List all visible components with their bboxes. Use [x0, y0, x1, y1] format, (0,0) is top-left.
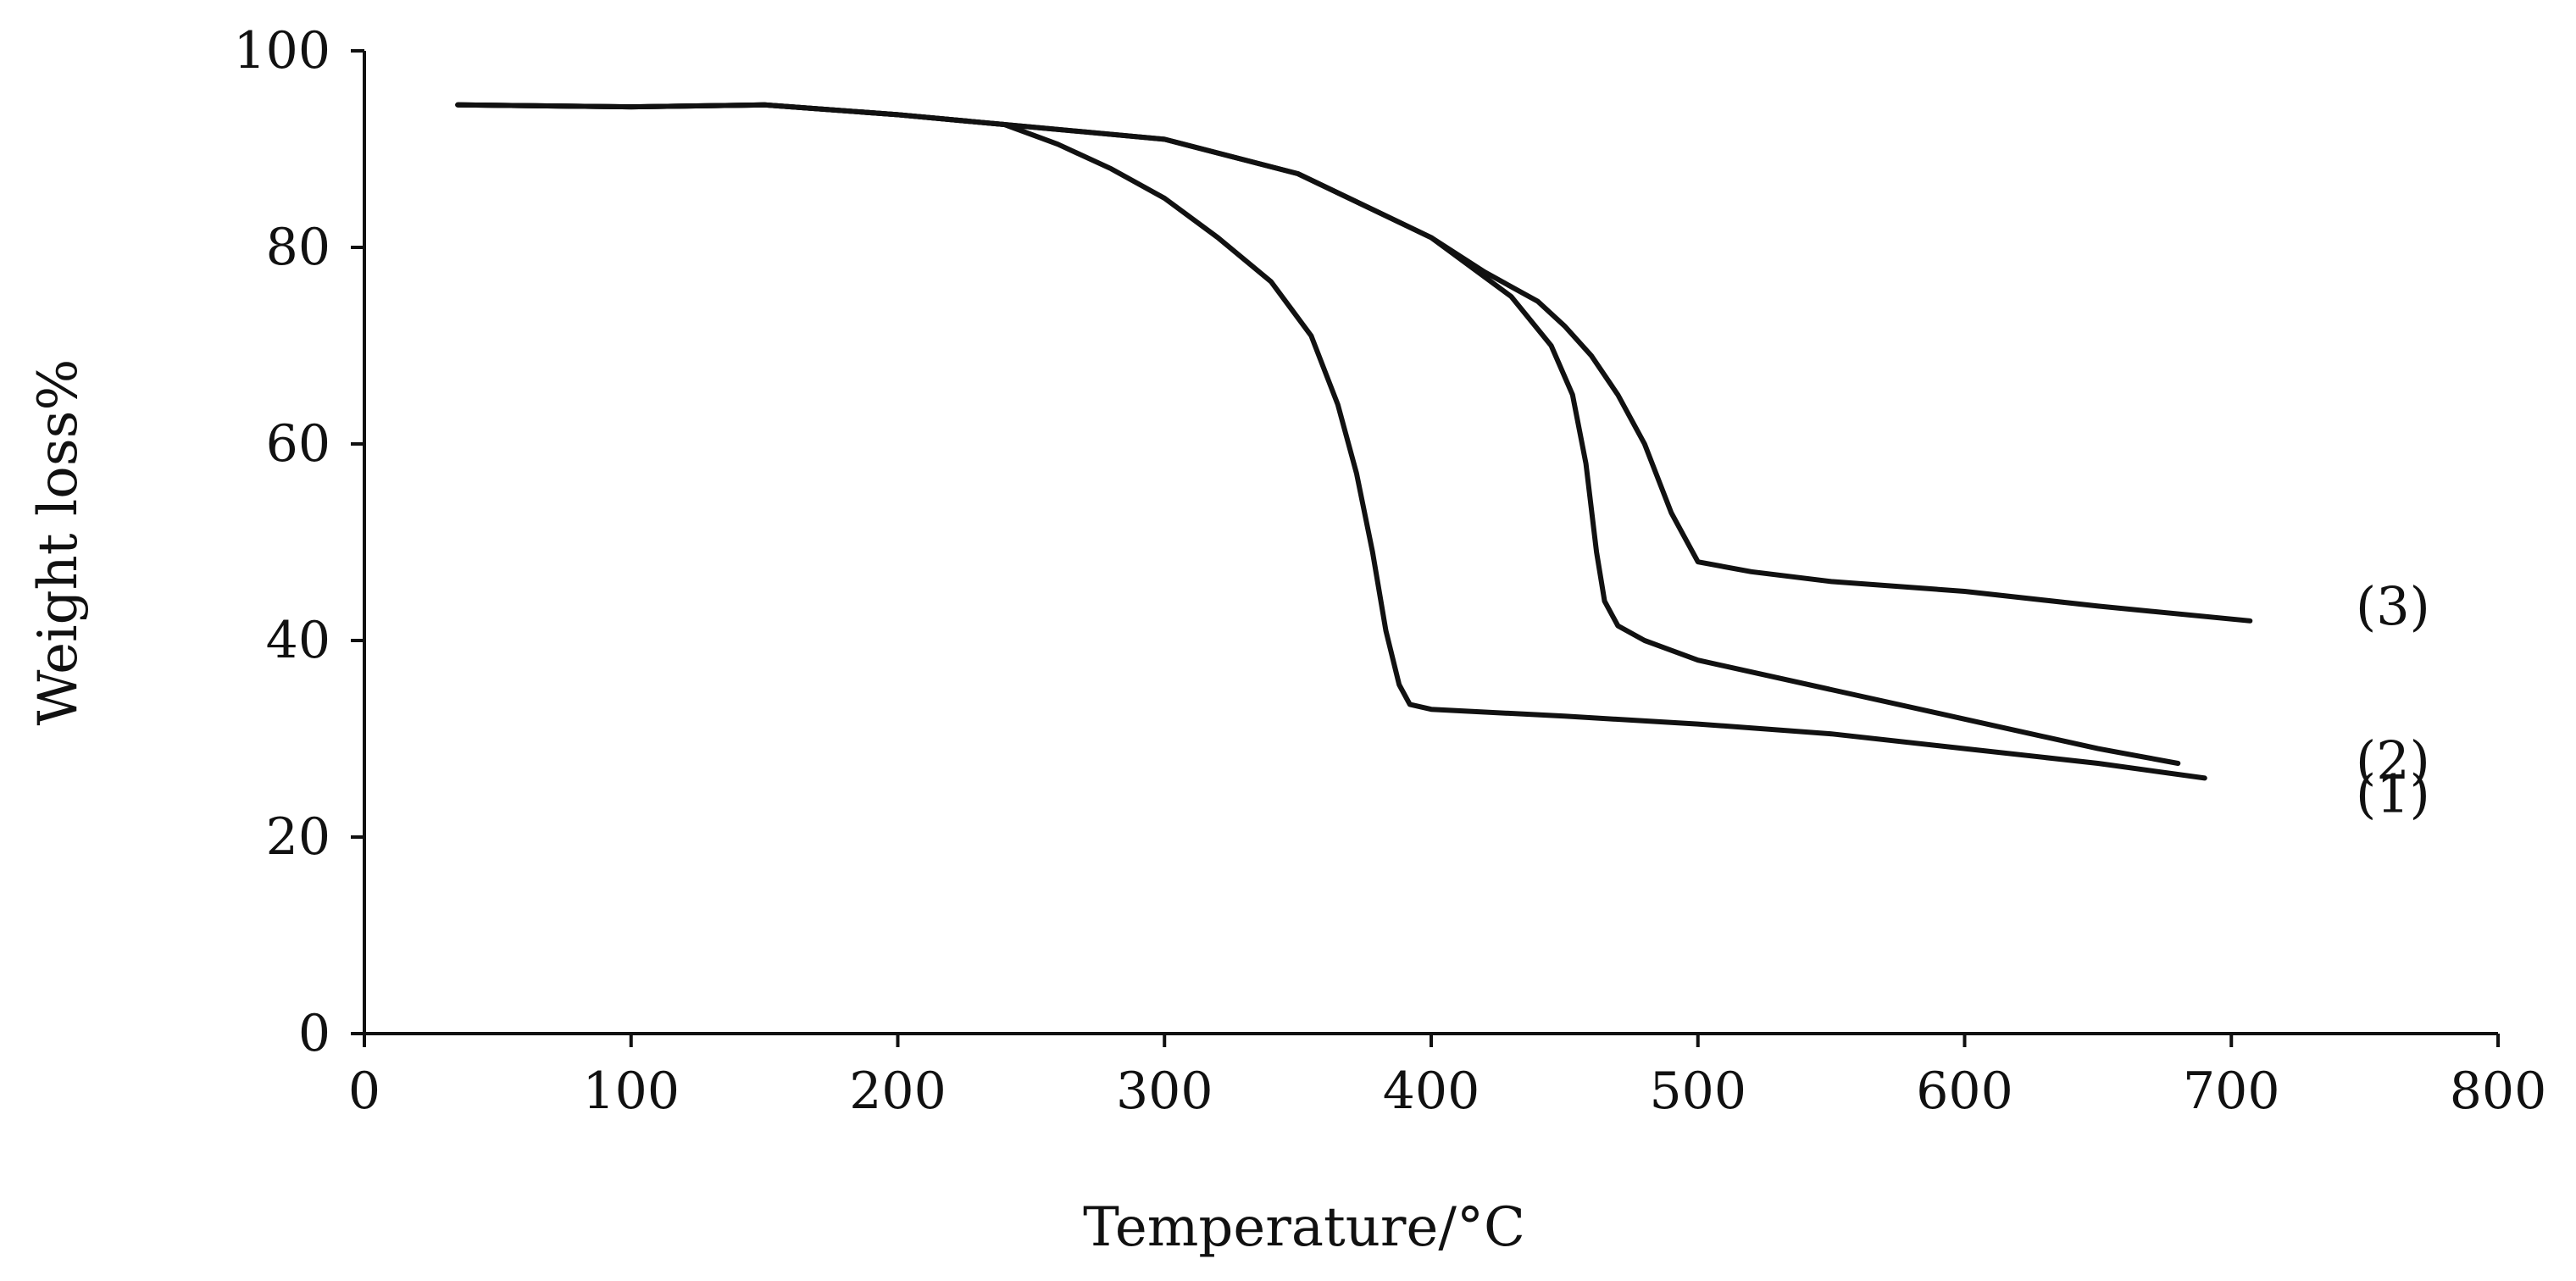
- x-axis-title: Temperature/°C: [1083, 1196, 1525, 1259]
- series-label-3: (3): [2356, 575, 2430, 637]
- x-tick-label: 300: [1116, 1062, 1213, 1121]
- axes: [363, 51, 2498, 1035]
- x-tick-label: 400: [1383, 1062, 1480, 1121]
- y-tick-label: 20: [266, 807, 330, 867]
- x-tick-label: 100: [582, 1062, 680, 1121]
- x-tick-label: 200: [849, 1062, 947, 1121]
- series-line-2: [455, 102, 2181, 766]
- x-tick-label: 600: [1916, 1062, 2013, 1121]
- series-line-3: [455, 102, 2253, 624]
- x-tick-label: 500: [1649, 1062, 1746, 1121]
- x-tick-label: 0: [348, 1062, 380, 1121]
- y-axis-title: Weight loss%: [27, 359, 90, 726]
- x-tick-label: 700: [2183, 1062, 2280, 1121]
- y-tick-label: 40: [266, 611, 330, 670]
- y-tick-label: 0: [298, 1004, 330, 1063]
- series-label-2: (2): [2356, 729, 2430, 791]
- ticks: 0 100 200 300 400 500 600 700 800 0 20 40 60 80 100: [233, 21, 2546, 1121]
- labels-group: (1)(2) (3): [2356, 575, 2430, 825]
- series-label-1: (1): [2356, 762, 2430, 824]
- y-tick-label: 100: [233, 21, 330, 80]
- series-group: [455, 102, 2253, 781]
- y-tick-label: 60: [266, 414, 330, 474]
- y-tick-label: 80: [266, 218, 330, 277]
- series-line-1: [455, 102, 2207, 781]
- x-tick-label: 800: [2450, 1062, 2547, 1121]
